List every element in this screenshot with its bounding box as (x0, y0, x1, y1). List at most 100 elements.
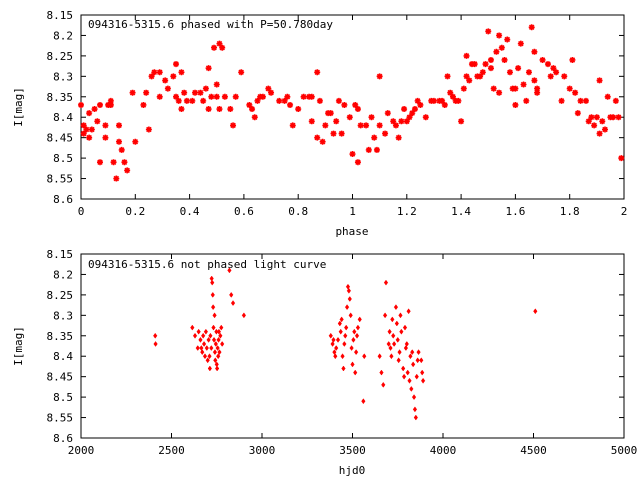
phased-data-point (512, 85, 519, 92)
phased-data-point (520, 81, 527, 88)
phased-data-point (411, 106, 418, 113)
unphased-data-point (361, 398, 366, 405)
unphased-data-point (340, 353, 345, 360)
phased-data-point (208, 93, 215, 100)
unphased-y-tick-label: 8.6 (53, 432, 73, 445)
phased-data-point (403, 118, 410, 125)
unphased-data-point (386, 341, 391, 347)
phased-data-point (550, 65, 557, 72)
unphased-data-point (533, 308, 538, 315)
phased-data-point (354, 159, 361, 166)
phased-data-point (577, 97, 584, 104)
phased-x-axis-label: phase (335, 225, 368, 238)
phased-data-point (314, 69, 321, 76)
unphased-data-point (215, 345, 220, 351)
phased-data-point (211, 44, 218, 51)
unphased-data-point (405, 369, 410, 376)
phased-data-point (113, 175, 120, 182)
unphased-x-tick-label: 2000 (68, 444, 95, 457)
unphased-data-point (419, 357, 424, 364)
phased-data-point (335, 97, 342, 104)
phased-data-point (531, 48, 538, 55)
phased-data-point (118, 146, 125, 153)
phased-data-point (213, 93, 220, 100)
phased-data-point (219, 44, 226, 51)
phased-data-point (251, 114, 258, 121)
unphased-x-tick-label: 5000 (611, 444, 638, 457)
phased-data-point (287, 101, 294, 108)
phased-data-point (612, 97, 619, 104)
phased-data-point (346, 114, 353, 121)
unphased-data-point (204, 345, 209, 351)
phased-data-point (596, 77, 603, 84)
phased-points (78, 24, 625, 182)
unphased-data-point (211, 324, 216, 331)
unphased-data-point (387, 328, 392, 335)
unphased-data-point (213, 341, 218, 347)
phased-data-point (173, 93, 180, 100)
phased-data-point (213, 81, 220, 88)
phased-data-point (458, 118, 465, 125)
unphased-y-tick-label: 8.3 (53, 309, 73, 322)
unphased-data-point (392, 341, 397, 347)
unphased-ticks: 2000 2500 3000 3500 4000 4500 5000 8.15 8.2 8.25 8… (47, 248, 638, 457)
unphased-y-axis-label: I[mag] (12, 326, 25, 366)
phased-data-point (615, 114, 622, 121)
unphased-data-point (395, 336, 400, 343)
phased-data-point (216, 40, 223, 47)
unphased-data-point (220, 341, 225, 347)
phased-data-point (398, 118, 405, 125)
unphased-data-point (211, 336, 217, 343)
phased-data-point (376, 73, 383, 80)
unphased-data-point (218, 332, 223, 339)
unphased-data-point (406, 308, 411, 315)
phased-y-tick-label: 8.25 (47, 50, 74, 63)
unphased-data-point (383, 279, 389, 286)
phased-data-point (512, 101, 519, 108)
unphased-data-point (211, 304, 216, 311)
phased-data-point (289, 122, 296, 129)
phased-data-point (561, 73, 568, 80)
phased-data-point (528, 24, 535, 31)
phased-data-point (395, 134, 402, 141)
unphased-data-point (411, 361, 416, 368)
phased-data-point (230, 122, 237, 129)
phased-data-point (102, 122, 109, 129)
phased-data-point (449, 93, 456, 100)
unphased-data-point (207, 365, 212, 372)
unphased-data-point (346, 287, 351, 294)
phased-x-tick-label: 1.6 (505, 205, 525, 218)
phased-data-point (466, 77, 473, 84)
phased-data-point (246, 101, 253, 108)
phased-data-point (376, 122, 383, 129)
unphased-data-point (202, 353, 208, 360)
unphased-data-point (208, 332, 213, 339)
phased-data-point (145, 126, 152, 133)
unphased-data-point (357, 316, 362, 323)
phased-data-point (308, 93, 315, 100)
phased-data-point (498, 44, 505, 51)
phased-y-tick-label: 8.5 (53, 152, 73, 165)
phased-data-point (547, 73, 554, 80)
phased-data-point (124, 167, 131, 174)
phased-data-point (83, 126, 90, 133)
unphased-data-point (389, 353, 394, 360)
phased-data-point (107, 97, 114, 104)
unphased-data-point (394, 320, 399, 327)
unphased-data-point (381, 381, 386, 388)
phased-data-point (352, 101, 359, 108)
phased-data-point (504, 36, 511, 43)
phased-data-point (487, 56, 494, 63)
unphased-y-tick-label: 8.5 (53, 391, 73, 404)
phased-data-point (479, 69, 486, 76)
phased-data-point (463, 52, 470, 59)
unphased-data-point (203, 328, 208, 335)
unphased-data-point (412, 406, 418, 413)
unphased-y-tick-label: 8.55 (47, 412, 74, 425)
phased-data-point (94, 118, 101, 125)
unphased-data-point (213, 357, 218, 364)
phased-data-point (86, 110, 93, 117)
phased-x-tick-label: 1 (349, 205, 356, 218)
phased-data-point (78, 101, 84, 108)
